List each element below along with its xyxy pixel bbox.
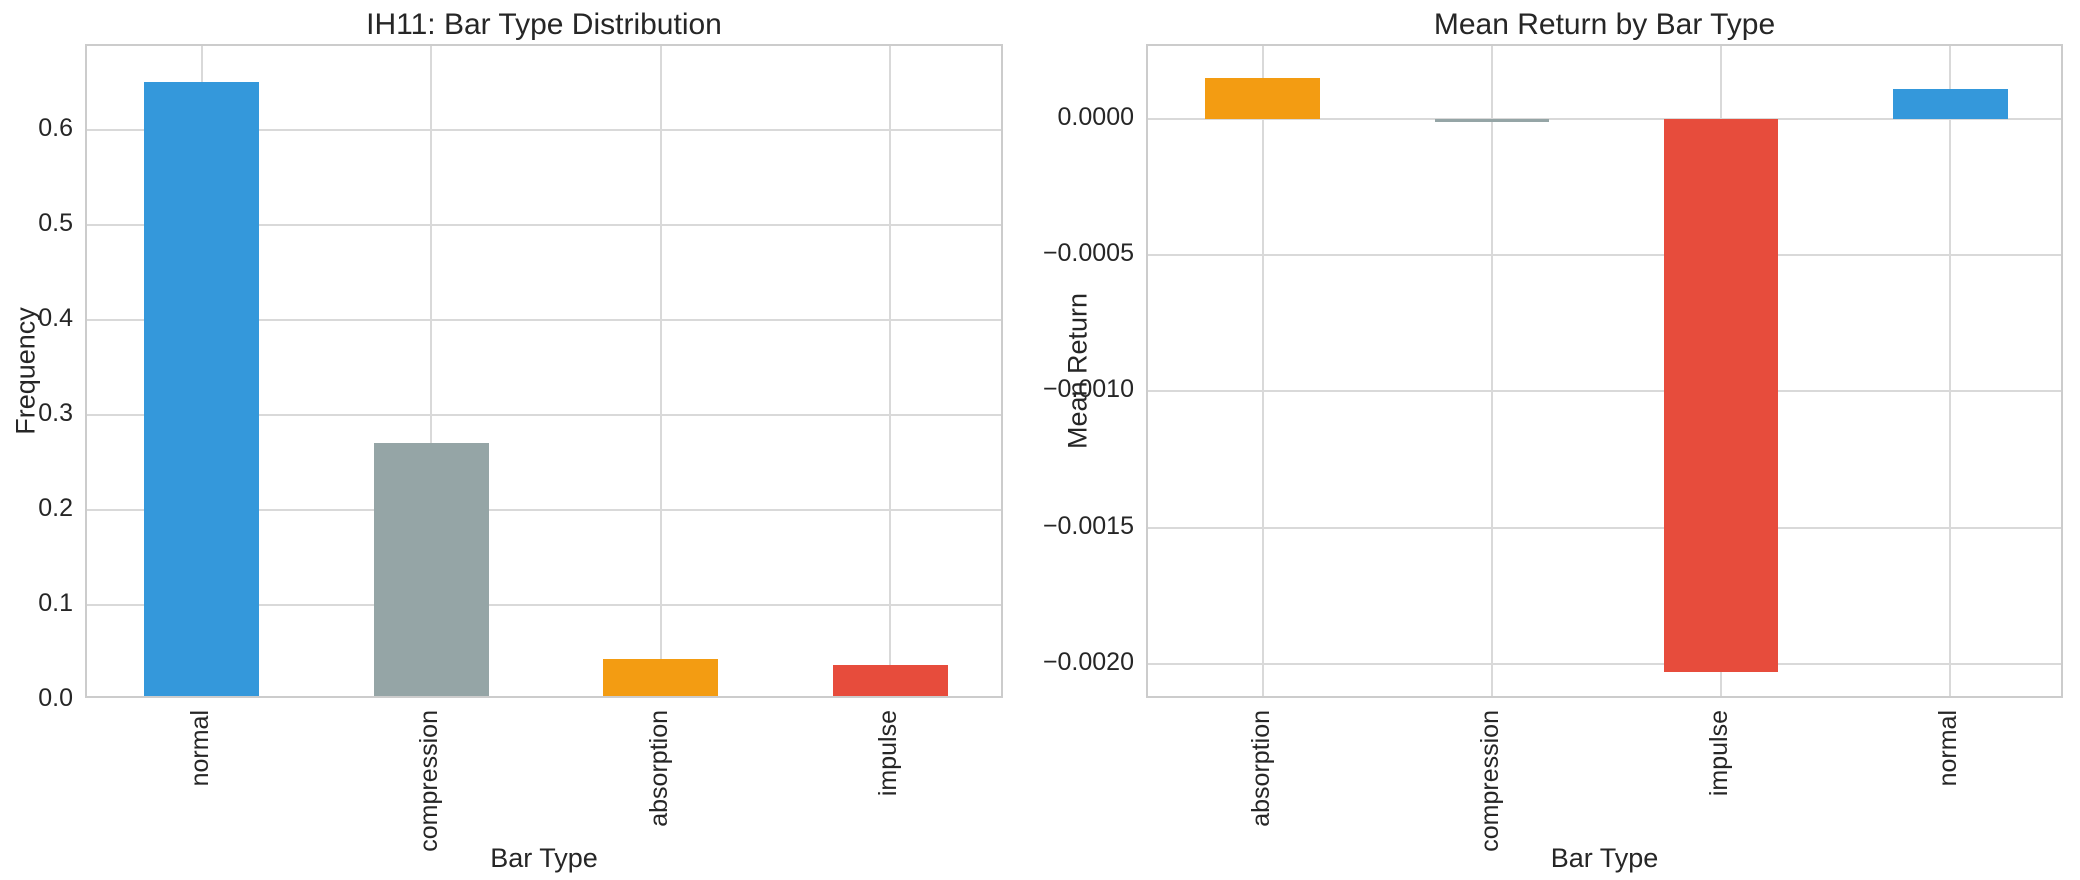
chart-title: Mean Return by Bar Type bbox=[1433, 8, 1776, 41]
v-gridline bbox=[1261, 46, 1264, 696]
y-tick-label: 0.6 bbox=[38, 113, 73, 142]
y-tick-label: 0.4 bbox=[38, 303, 73, 332]
h-gridline bbox=[1148, 390, 2061, 393]
h-gridline bbox=[87, 318, 1001, 321]
v-gridline bbox=[430, 46, 433, 696]
x-tick-label: impulse bbox=[1705, 710, 1734, 797]
x-tick-label: normal bbox=[1934, 710, 1963, 787]
x-tick-label: absorption bbox=[1246, 710, 1275, 827]
y-tick-label: −0.0020 bbox=[1042, 647, 1134, 676]
chart-title: IH11: Bar Type Distribution bbox=[366, 8, 722, 41]
h-gridline bbox=[87, 603, 1001, 606]
bar-impulse bbox=[1663, 118, 1779, 672]
plot-area bbox=[1146, 44, 2063, 698]
h-gridline bbox=[1148, 662, 2061, 665]
bar-absorption bbox=[603, 659, 719, 696]
x-tick-label: impulse bbox=[874, 710, 903, 797]
h-gridline bbox=[87, 413, 1001, 416]
x-tick-label: compression bbox=[415, 710, 444, 852]
y-tick-label: 0.2 bbox=[38, 493, 73, 522]
v-gridline bbox=[659, 46, 662, 696]
x-axis-label: Bar Type bbox=[490, 843, 598, 873]
bar-absorption bbox=[1205, 78, 1320, 119]
bar-normal bbox=[1893, 89, 2008, 119]
bar-normal bbox=[144, 82, 260, 696]
y-tick-label: 0.3 bbox=[38, 398, 73, 427]
bar-compression bbox=[373, 443, 489, 696]
h-gridline bbox=[87, 223, 1001, 226]
y-tick-label: 0.0 bbox=[38, 684, 73, 712]
x-axis-label: Bar Type bbox=[1550, 843, 1659, 873]
plot-area bbox=[85, 44, 1003, 698]
v-gridline bbox=[1490, 46, 1493, 696]
y-tick-label: 0.5 bbox=[38, 208, 73, 237]
y-tick-label: −0.0010 bbox=[1042, 375, 1134, 404]
y-tick-label: −0.0015 bbox=[1042, 511, 1134, 540]
h-gridline bbox=[87, 508, 1001, 511]
bar-compression bbox=[1434, 118, 1550, 122]
y-tick-label: 0.0000 bbox=[1057, 102, 1134, 131]
y-tick-label: 0.1 bbox=[38, 588, 73, 617]
y-tick-label: −0.0005 bbox=[1042, 239, 1134, 268]
x-tick-label: absorption bbox=[644, 710, 673, 827]
x-tick-label: compression bbox=[1475, 710, 1504, 852]
v-gridline bbox=[889, 46, 892, 696]
x-tick-label: normal bbox=[185, 710, 214, 787]
bar-impulse bbox=[832, 664, 948, 696]
h-gridline bbox=[1148, 117, 2061, 120]
h-gridline bbox=[1148, 254, 2061, 257]
y-axis-label: Mean Return bbox=[1062, 292, 1093, 450]
h-gridline bbox=[87, 128, 1001, 131]
v-gridline bbox=[1949, 46, 1952, 696]
h-gridline bbox=[1148, 526, 2061, 529]
